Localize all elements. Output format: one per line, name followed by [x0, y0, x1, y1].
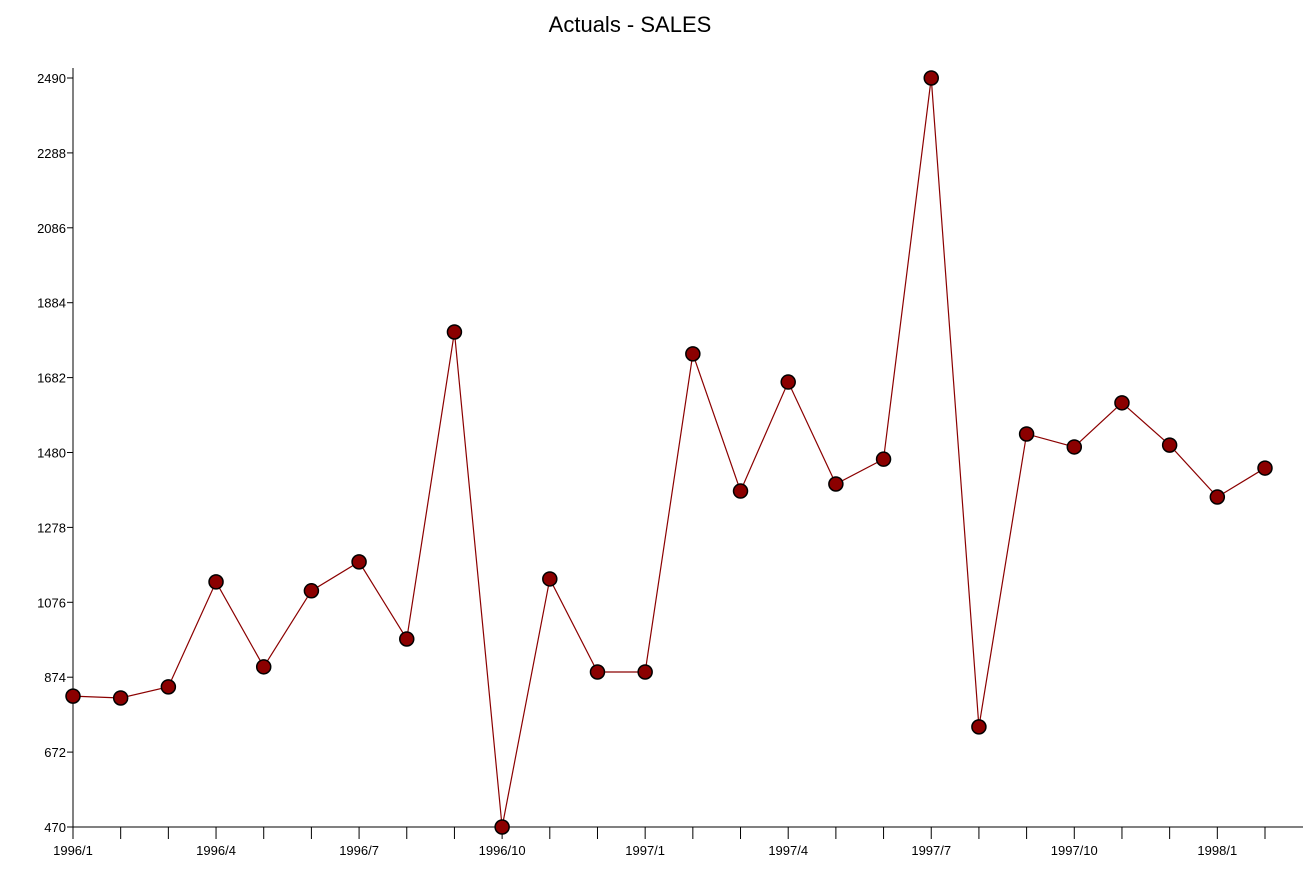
data-point [1161, 437, 1178, 453]
y-tick-label: 672 [44, 745, 66, 760]
y-tick-label: 1682 [37, 371, 66, 386]
data-point [923, 70, 939, 86]
x-tick-label: 1996/10 [479, 843, 526, 858]
y-tick-label: 1076 [37, 595, 66, 610]
y-tick-label: 470 [44, 820, 66, 835]
y-tick-label: 1278 [37, 520, 66, 535]
data-point [685, 346, 701, 362]
data-point [446, 324, 463, 340]
data-point [494, 819, 510, 835]
data-point [255, 659, 272, 675]
data-point [637, 664, 653, 680]
series-line [72, 77, 1266, 828]
y-tick-label: 874 [44, 670, 66, 685]
data-point [828, 476, 844, 492]
data-point [351, 554, 367, 570]
data-point [971, 719, 987, 735]
x-tick-label: 1996/1 [53, 843, 93, 858]
data-point [399, 631, 415, 647]
x-tick-label: 1996/4 [196, 843, 236, 858]
data-point [1114, 395, 1130, 411]
data-point [208, 574, 224, 590]
x-tick-label: 1997/7 [911, 843, 951, 858]
data-point [542, 571, 558, 587]
x-tick-label: 1997/4 [768, 843, 808, 858]
x-tick-label: 1997/10 [1051, 843, 1098, 858]
data-point [732, 483, 749, 499]
y-tick-label: 1884 [37, 296, 66, 311]
y-tick-label: 2288 [37, 146, 66, 161]
data-point [875, 451, 892, 467]
data-point [160, 679, 177, 695]
data-point [780, 374, 796, 390]
data-point [112, 690, 129, 706]
y-tick-label: 2086 [37, 221, 66, 236]
data-point [303, 583, 320, 599]
x-tick-label: 1998/1 [1197, 843, 1237, 858]
x-tick-label: 1997/1 [625, 843, 665, 858]
x-tick-label: 1996/7 [339, 843, 379, 858]
chart-title: Actuals - SALES [549, 12, 712, 37]
data-point [1209, 489, 1226, 505]
data-point [1018, 426, 1035, 442]
data-point [65, 688, 81, 704]
y-tick-label: 1480 [37, 446, 66, 461]
data-point [1257, 460, 1273, 476]
y-tick-label: 2490 [37, 71, 66, 86]
data-point [589, 664, 606, 680]
data-point [1066, 439, 1083, 455]
